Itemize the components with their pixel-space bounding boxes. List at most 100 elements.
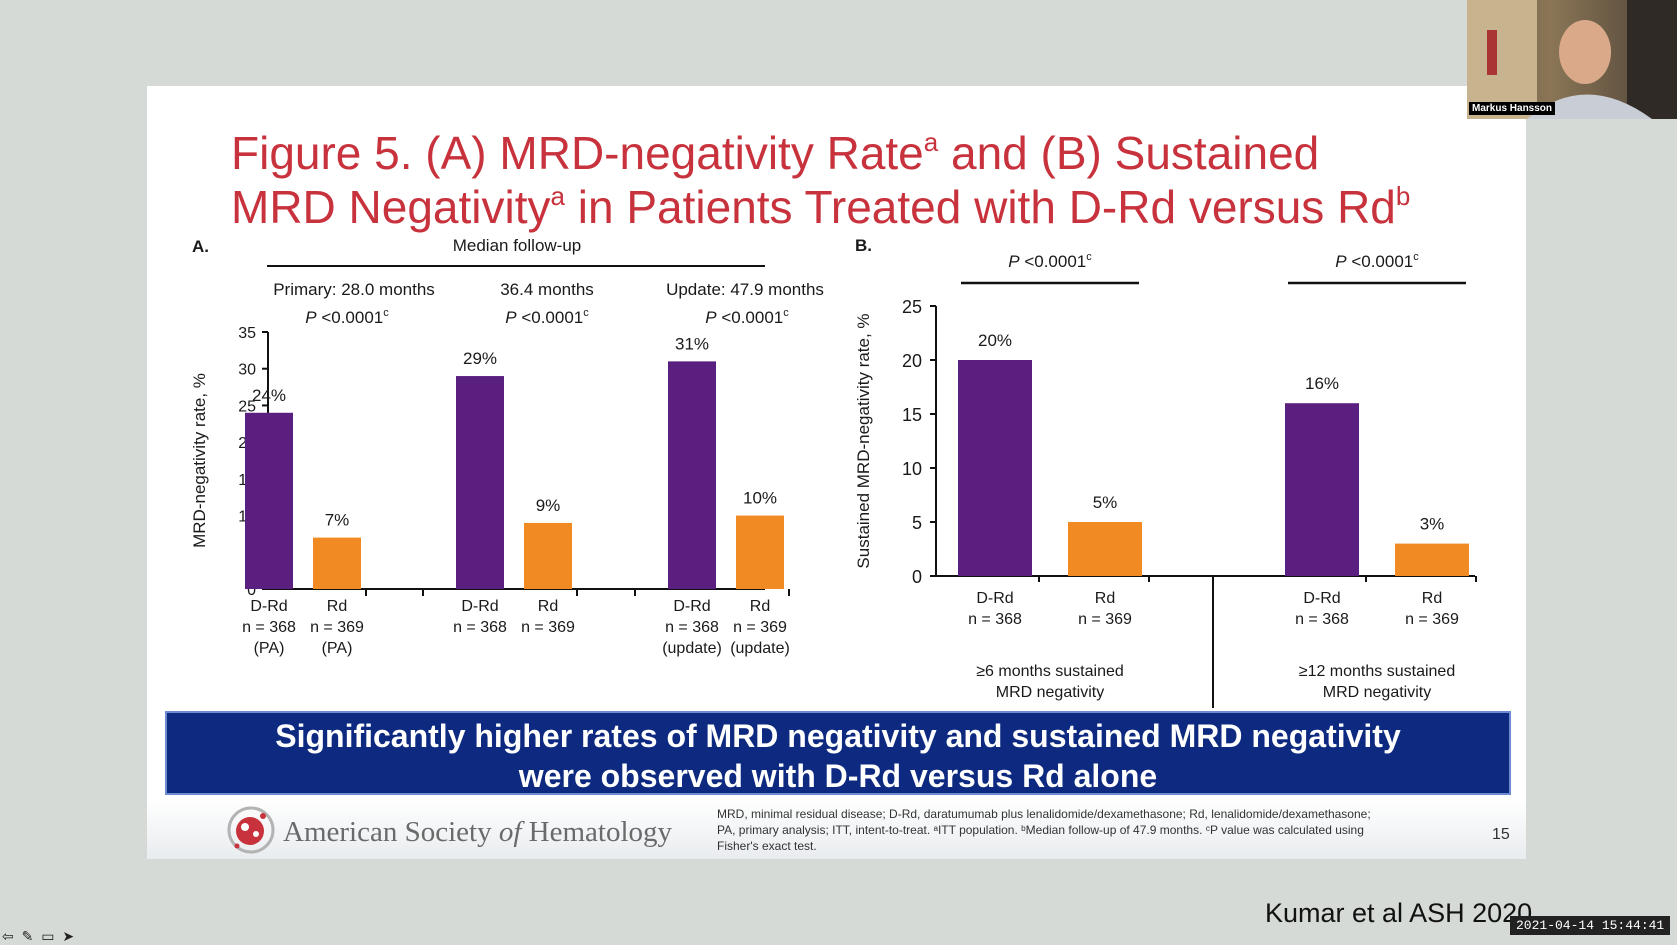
panel-a-category-label: (PA) [254,640,285,657]
panel-b-group-footer: MRD negativity [996,684,1104,701]
panel-a-bar-label: 24% [252,386,286,405]
panel-a-group-heading: Primary: 28.0 months [273,280,435,299]
panel-b-bar-label: 5% [1093,493,1118,512]
panel-b-category-label: Rd [1422,590,1442,607]
panel-a-bar [245,412,293,589]
panel-a-category-label: n = 368 [665,619,719,636]
panel-a-category-label: (PA) [322,640,353,657]
panel-b-bar [1285,403,1359,576]
panel-a-ytick-label: 0 [247,582,256,599]
panel-a-category-label: (update) [730,640,790,657]
panel-b-ytick-label: 15 [902,405,922,425]
panel-b-p-value: P <0.0001c [1335,251,1419,271]
panel-b-ytick-label: 10 [902,459,922,479]
webcam-name-label: Markus Hansson [1469,102,1556,115]
panel-b-ytick-label: 20 [902,351,922,371]
panel-b-label: B. [855,236,872,255]
mrd-charts: A. Median follow-up MRD-negativity rate, %… [190,236,1477,708]
panel-b-ylabel: Sustained MRD-negativity rate, % [854,313,873,568]
panel-b-category-label: D-Rd [976,590,1013,607]
panel-b-category-label: n = 369 [1405,611,1459,628]
panel-a-category-label: D-Rd [673,598,710,615]
panel-b-bar [1068,522,1142,576]
org-name-3: Hematology [521,816,672,848]
recording-timestamp: 2021-04-14 15:44:41 [1510,916,1671,935]
panel-a-category-label: Rd [327,598,347,615]
panel-a-category-label: n = 369 [521,619,575,636]
presentation-controls[interactable]: ⇦ ✎ ▭ ➤ [2,928,77,944]
panel-b-category-label: Rd [1095,590,1115,607]
panel-a-bar-label: 9% [536,496,561,515]
panel-a-ylabel: MRD-negativity rate, % [190,373,209,548]
panel-a-category-label: n = 368 [453,619,507,636]
panel-a-p-value: P <0.0001c [505,307,589,327]
panel-a-category-label: (update) [662,640,722,657]
panel-b-category-label: n = 369 [1078,611,1132,628]
panel-b-bar-label: 16% [1305,374,1339,393]
footnote-line-1: MRD, minimal residual disease; D-Rd, dar… [717,807,1371,821]
slide-title: Figure 5. (A) MRD-negativity Ratea and (… [231,126,1431,234]
panel-a-category-label: n = 369 [733,619,787,636]
panel-b-ytick-label: 5 [912,513,922,533]
title-text-2: and (B) Sustained MRD Negativity [231,127,1320,233]
panel-b-bar [958,360,1032,576]
footnote-line-3: Fisher's exact test. [717,839,817,853]
panel-a-header: Median follow-up [453,236,582,255]
panel-a-ytick-label: 35 [238,325,256,342]
panel-b-group-footer: ≥6 months sustained [976,663,1124,680]
key-message-banner: Significantly higher rates of MRD negati… [165,711,1511,795]
panel-b-bar-label: 3% [1420,515,1445,534]
panel-a-bar-label: 31% [675,334,709,353]
panel-a-bar [668,361,716,589]
panel-a-group-heading: 36.4 months [500,280,594,299]
panel-b-bar [1395,543,1469,576]
presentation-slide: Figure 5. (A) MRD-negativity Ratea and (… [147,86,1526,859]
banner-line-1: Significantly higher rates of MRD negati… [275,718,1401,754]
title-superscript-b: b [1395,181,1411,211]
org-name-2: of [498,816,522,848]
panel-a-label: A. [192,237,209,256]
panel-b-category-label: n = 368 [1295,611,1349,628]
panel-a-bar [313,537,361,589]
panel-a-category-label: n = 368 [242,619,296,636]
panel-a-category-label: D-Rd [461,598,498,615]
panel-a-bar [524,522,572,589]
title-superscript-a: a [923,127,939,157]
org-name-1: American Society [283,816,499,848]
panel-b-bar-label: 20% [978,331,1012,350]
panel-a-category-label: n = 369 [310,619,364,636]
footnote-line-2: PA, primary analysis; ITT, intent-to-tre… [717,823,1364,837]
webcam-thumbnail[interactable]: Markus Hansson [1467,0,1677,119]
panel-a-bar [456,376,504,589]
panel-b-p-value: P <0.0001c [1008,251,1092,271]
slide-footnote: MRD, minimal residual disease; D-Rd, dar… [717,806,1437,854]
panel-a-category-label: Rd [750,598,770,615]
panel-b-group-footer: ≥12 months sustained [1299,663,1455,680]
slide-footer: American Society of Hematology MRD, mini… [147,798,1526,859]
title-text-1: Figure 5. (A) MRD-negativity Rate [231,127,924,179]
page-number: 15 [1492,826,1510,843]
presenter-video-icon [1467,0,1677,119]
panel-a-p-value: P <0.0001c [705,307,789,327]
panel-b-category-label: D-Rd [1303,590,1340,607]
panel-a-ytick-label: 30 [238,362,256,379]
ash-organization-name: American Society of Hematology [283,816,672,849]
panel-a-group-heading: Update: 47.9 months [666,280,824,299]
title-superscript-a2: a [550,181,565,211]
panel-a-bar [736,515,784,589]
panel-a-category-label: D-Rd [250,598,287,615]
panel-b-group-footer: MRD negativity [1323,684,1431,701]
panel-a-bar-label: 7% [325,511,350,530]
banner-line-2: were observed with D-Rd versus Rd alone [518,758,1158,794]
panel-b-category-label: n = 368 [968,611,1022,628]
ash-logo-icon [227,806,275,854]
panel-b-ytick-label: 25 [902,297,922,317]
panel-a-category-label: Rd [538,598,558,615]
title-text-3: in Patients Treated with D-Rd versus Rd [564,181,1396,233]
panel-b-ytick-label: 0 [912,567,922,587]
panel-a-ytick-label: 25 [238,398,256,415]
panel-a-bar-label: 29% [463,349,497,368]
panel-a-bar-label: 10% [743,489,777,508]
citation-text: Kumar et al ASH 2020 [1265,898,1533,928]
